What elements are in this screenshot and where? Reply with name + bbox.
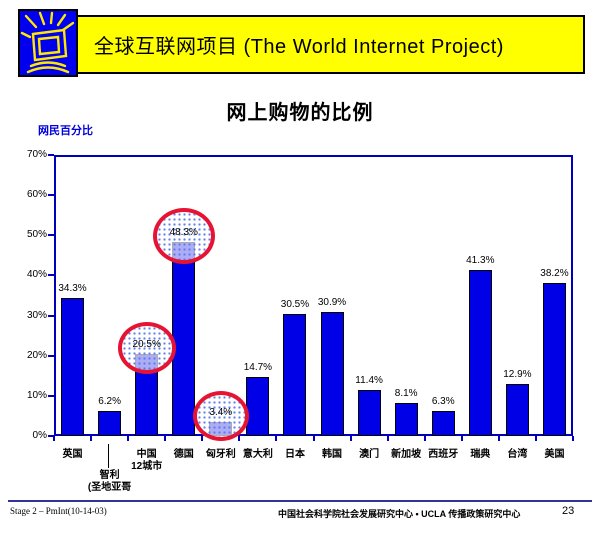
category-label: 新加坡 [391, 449, 422, 460]
shining-monitor-drawing [20, 11, 75, 74]
y-tick-label: 30% [26, 309, 47, 321]
y-tick-mark [48, 274, 54, 277]
y-tick-mark [48, 234, 54, 237]
category-label: 韩国 [322, 449, 343, 460]
bar [505, 384, 529, 436]
bar-value-label: 20.5% [132, 338, 161, 350]
x-tick-mark [497, 436, 500, 441]
highlight-circle [117, 321, 176, 374]
bar-value-label: 6.3% [431, 395, 455, 407]
x-tick-mark [238, 436, 241, 441]
y-tick-mark [48, 354, 54, 357]
y-axis-title: 网民百分比 [38, 125, 93, 137]
plot-area [54, 155, 573, 436]
bar [394, 403, 418, 436]
slide-title: 全球互联网项目 (The World Internet Project) [94, 36, 504, 58]
x-tick-mark [460, 436, 463, 441]
y-tick-mark [48, 194, 54, 197]
y-tick-label: 40% [26, 269, 47, 281]
bar-value-label: 48.3% [169, 227, 198, 239]
x-tick-mark [127, 436, 130, 441]
y-tick-label: 20% [26, 349, 47, 361]
bar [320, 311, 344, 436]
y-tick-mark [48, 394, 54, 397]
x-tick-mark [90, 436, 93, 441]
bar-value-label: 3.4% [209, 407, 233, 419]
footer-stage-note: Stage 2 – PmInt(10-14-03) [10, 506, 107, 516]
bar [61, 298, 85, 436]
bar [542, 282, 566, 436]
x-tick-mark [275, 436, 278, 441]
bar-value-label: 12.9% [503, 369, 532, 381]
x-tick-mark [423, 436, 426, 441]
x-tick-mark [386, 436, 389, 441]
footer-divider [8, 500, 592, 502]
x-tick-mark [201, 436, 204, 441]
bar-value-label: 34.3% [58, 283, 87, 295]
category-label: 中国 [136, 449, 157, 460]
category-label: 英国 [62, 449, 83, 460]
category-label: 瑞典 [470, 449, 491, 460]
category-label: 德国 [173, 449, 194, 460]
y-tick-mark [48, 435, 54, 437]
category-label: 西班牙 [428, 449, 459, 460]
y-tick-label: 0% [32, 430, 47, 441]
y-tick-mark [48, 154, 54, 156]
bar-value-label: 41.3% [466, 255, 495, 267]
bar-value-label: 8.1% [394, 388, 418, 400]
bar [98, 411, 122, 436]
x-tick-mark [349, 436, 352, 441]
title-banner: 全球互联网项目 (The World Internet Project) [18, 15, 585, 74]
bar-value-label: 38.2% [540, 267, 569, 279]
y-tick-label: 60% [26, 189, 47, 201]
shining-monitor-icon [18, 9, 78, 77]
bar-value-label: 14.7% [243, 361, 273, 373]
y-tick-label: 10% [26, 389, 47, 401]
category-label: (圣地亚哥 [87, 482, 132, 493]
category-label: 台湾 [507, 449, 528, 460]
chart-title: 网上购物的比例 [226, 102, 374, 124]
category-label: 美国 [544, 449, 565, 460]
bar-value-label: 30.9% [317, 296, 347, 308]
bar [357, 390, 381, 436]
category-label: 匈牙利 [205, 449, 236, 460]
y-tick-mark [48, 314, 54, 317]
x-tick-mark [53, 436, 55, 441]
bar [468, 270, 492, 436]
bar-value-label: 30.5% [280, 298, 310, 310]
bar [283, 313, 307, 436]
bar-value-label: 11.4% [355, 375, 383, 387]
x-tick-mark [164, 436, 167, 441]
category-leader-line [107, 444, 109, 468]
footer-credits: 中国社会科学院社会发展研究中心 • UCLA 传播政策研究中心 [278, 509, 521, 519]
category-label: 澳门 [359, 449, 380, 460]
x-tick-mark [534, 436, 537, 441]
y-tick-label: 50% [26, 229, 47, 241]
category-label: 12城市 [131, 461, 163, 472]
y-tick-label: 70% [26, 149, 47, 160]
highlight-circle [152, 208, 215, 265]
x-tick-mark [572, 436, 574, 441]
highlight-circle [192, 391, 249, 442]
bar-value-label: 6.2% [98, 396, 121, 408]
bar [431, 410, 455, 436]
category-label: 日本 [284, 449, 305, 460]
page-number: 23 [562, 505, 575, 517]
category-label: 意大利 [242, 449, 273, 460]
x-tick-mark [312, 436, 315, 441]
category-label: 智利 [99, 470, 120, 481]
